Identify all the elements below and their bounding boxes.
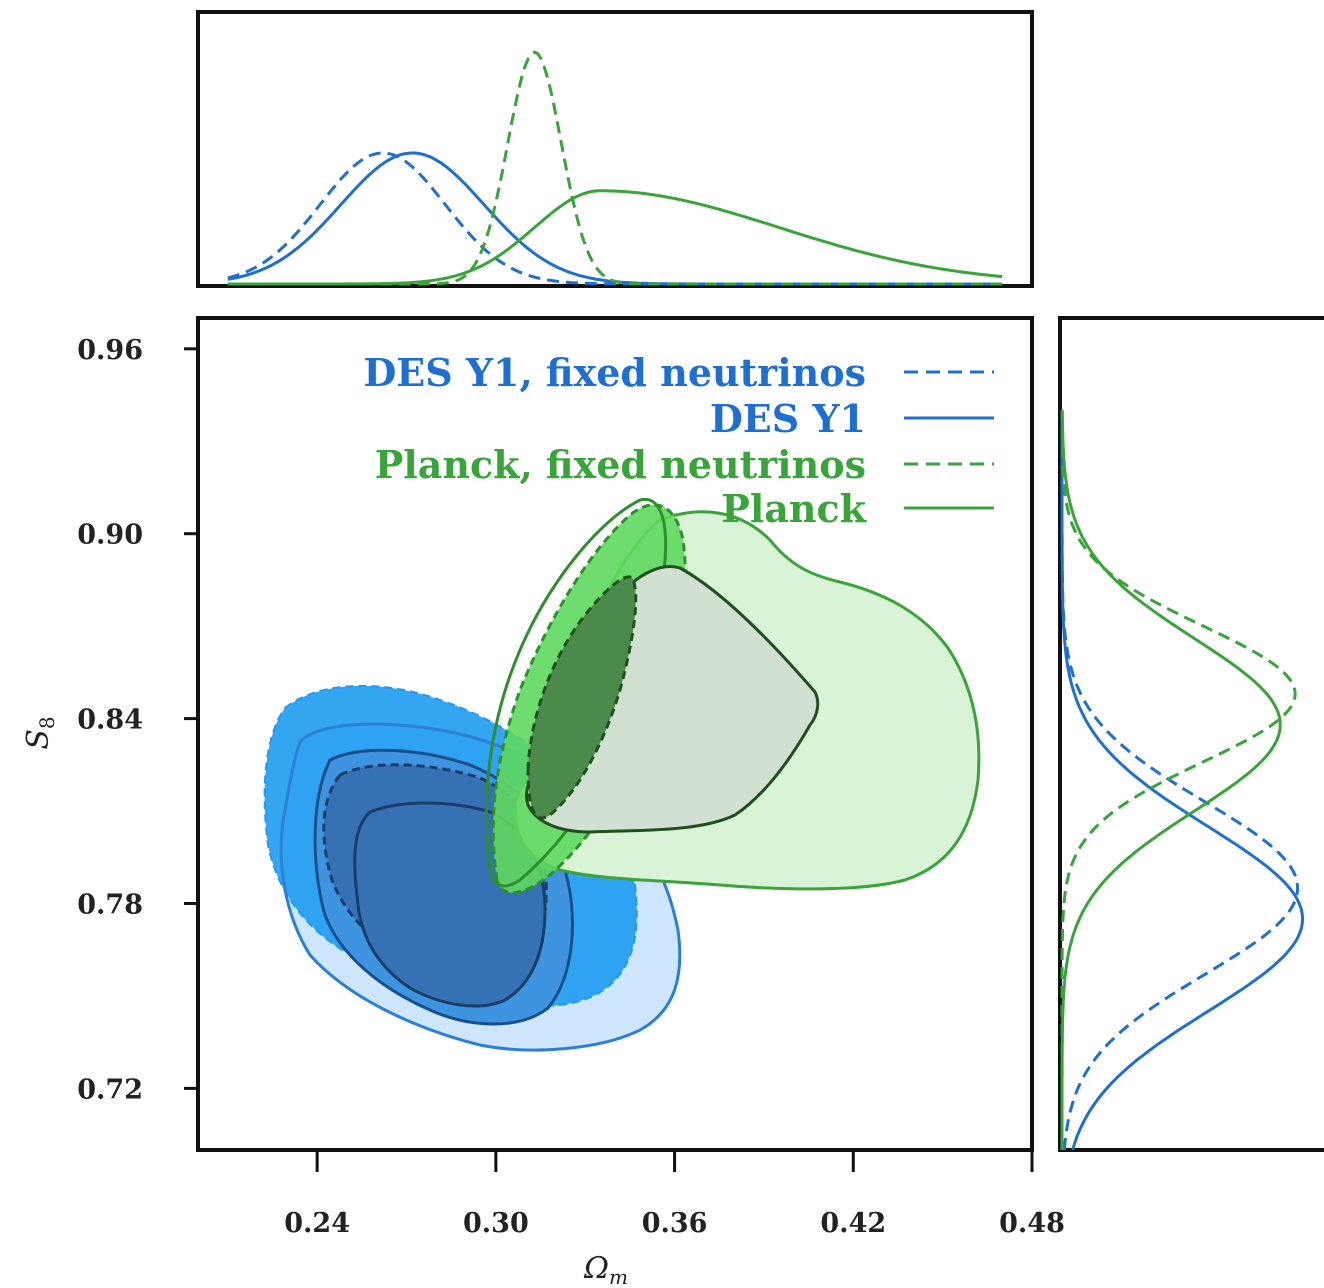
right-marginal-curve xyxy=(1060,410,1305,1151)
legend-label: DES Y1, fixed neutrinos xyxy=(363,350,866,395)
y-tick-label: 0.96 xyxy=(77,335,143,366)
legend-label: Planck, fixed neutrinos xyxy=(375,442,866,487)
top-marginal-curve xyxy=(227,151,1003,286)
x-tick-label: 0.24 xyxy=(284,1208,350,1239)
top-marginal-curve xyxy=(227,189,1003,286)
planck-fixed-68-region xyxy=(526,575,638,820)
y-tick-label: 0.72 xyxy=(77,1074,143,1105)
right-marginal-curve xyxy=(1060,410,1282,1150)
x-tick-label: 0.36 xyxy=(642,1208,708,1239)
main-contour-panel: 0.96 0.90 0.84 0.78 0.72 0.24 0.30 0.36 0.42 0.4… xyxy=(21,316,1065,1288)
right-marginal-curves xyxy=(1060,410,1305,1151)
legend-label: DES Y1 xyxy=(710,396,866,441)
planck-95-inner-outline xyxy=(484,497,668,888)
contour-layer xyxy=(263,497,981,1052)
top-marginal-curves xyxy=(227,50,1003,286)
right-marginal-curve xyxy=(1060,410,1300,1151)
top-marginal-curve xyxy=(227,151,1003,286)
legend-label: Planck xyxy=(721,486,866,531)
x-tick-label: 0.48 xyxy=(999,1208,1065,1239)
top-marginal-panel xyxy=(196,10,1034,288)
x-tick-label: 0.30 xyxy=(463,1208,529,1239)
des-y1-95-outline xyxy=(279,722,682,1052)
y-axis: 0.96 0.90 0.84 0.78 0.72 xyxy=(77,335,198,1105)
y-tick-label: 0.90 xyxy=(77,520,143,551)
y-axis-title: S8 xyxy=(21,716,59,749)
x-tick-label: 0.42 xyxy=(820,1208,886,1239)
y-tick-label: 0.78 xyxy=(77,889,143,920)
y-tick-label: 0.84 xyxy=(77,705,143,736)
right-marginal-curve xyxy=(1060,410,1297,1150)
x-axis: 0.24 0.30 0.36 0.42 0.48 xyxy=(284,1150,1065,1239)
right-marginal-panel xyxy=(1058,316,1324,1152)
x-axis-title: Ωm xyxy=(583,1251,628,1288)
top-marginal-curve xyxy=(227,50,1003,286)
